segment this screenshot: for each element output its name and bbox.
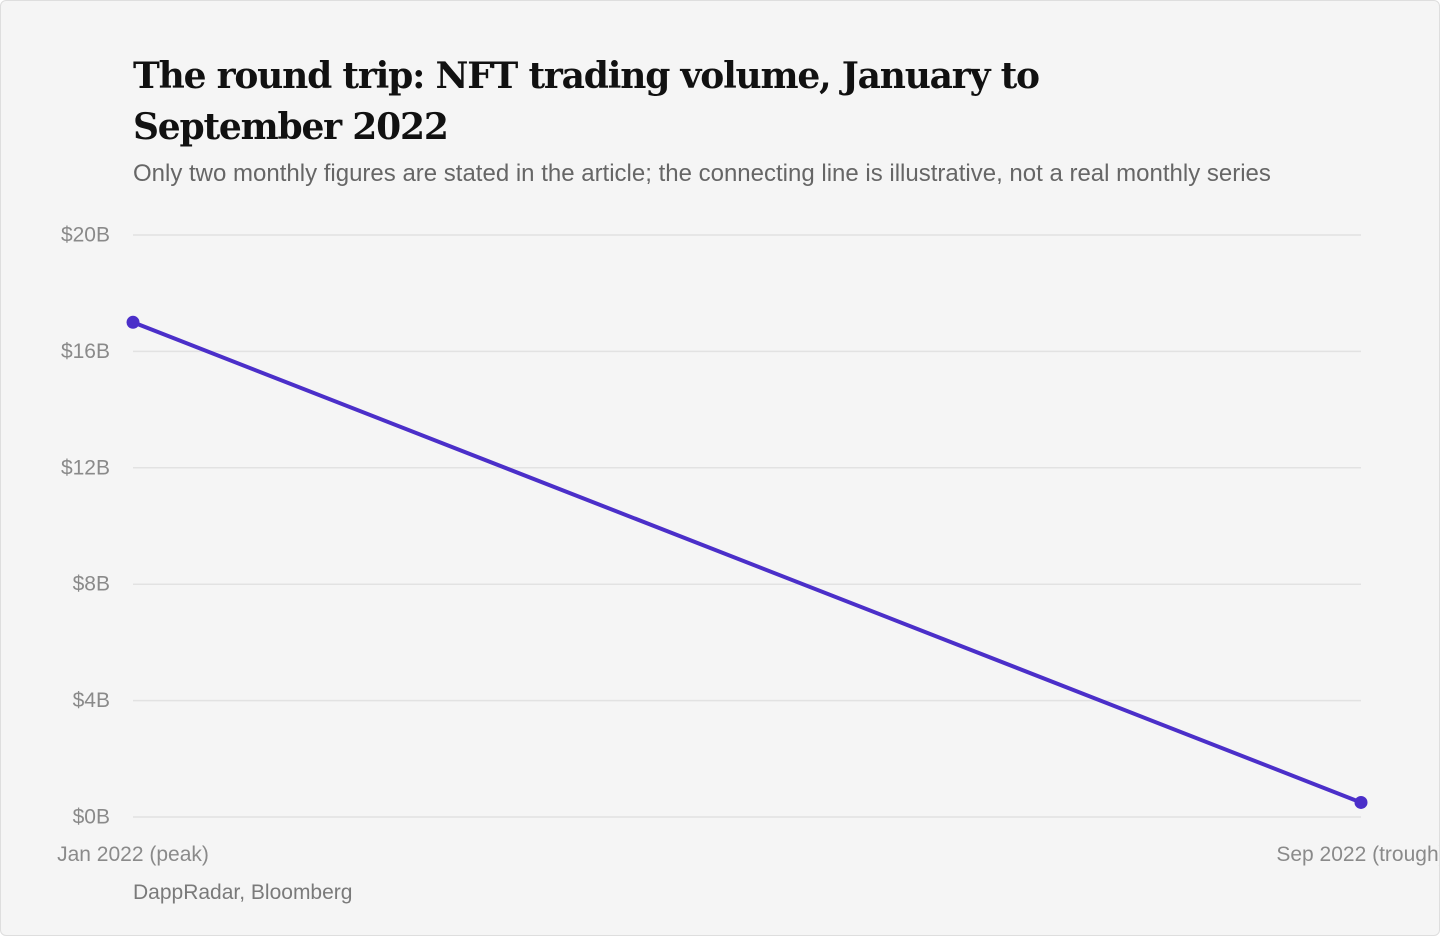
series-line (131, 320, 1363, 805)
y-tick-label: $20B (61, 224, 110, 247)
y-tick-label: $4B (73, 689, 110, 712)
x-tick-label: Jan 2022 (peak) (57, 843, 209, 866)
y-tick-label: $16B (61, 340, 110, 363)
data-point (1354, 795, 1368, 809)
x-tick-label: Sep 2022 (trough) (1276, 843, 1440, 866)
gridlines (133, 234, 1361, 818)
series-layer (126, 315, 1368, 809)
data-point (126, 315, 140, 329)
y-tick-label: $8B (73, 573, 110, 596)
chart-title: The round trip: NFT trading volume, Janu… (133, 55, 1040, 148)
chart-source: DappRadar, Bloomberg (133, 881, 353, 904)
y-axis-ticks: $0B $4B $8B $12B $16B $20B (61, 224, 110, 829)
y-tick-label: $0B (73, 806, 110, 829)
chart-subtitle: Only two monthly figures are stated in t… (133, 160, 1271, 187)
y-tick-label: $12B (61, 456, 110, 479)
x-axis-ticks: Jan 2022 (peak) Sep 2022 (trough) (57, 843, 1440, 866)
